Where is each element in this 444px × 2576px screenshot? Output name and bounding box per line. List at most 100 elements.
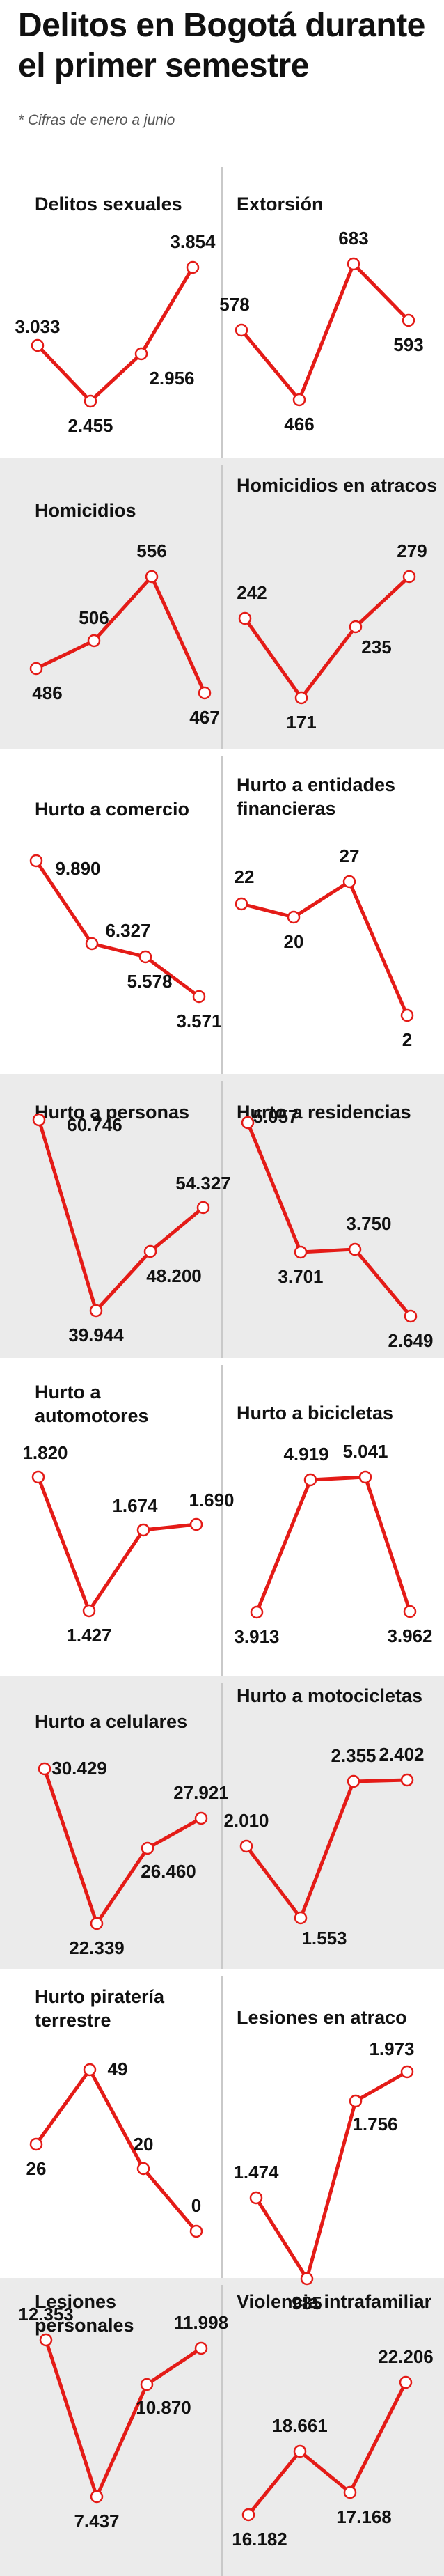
chart-title: Lesiones en atraco [237, 2007, 407, 2028]
data-point [192, 990, 206, 1004]
column-divider [221, 1683, 223, 1969]
data-label: 486 [32, 682, 62, 703]
data-label: 49 [108, 2059, 128, 2079]
data-point [140, 2378, 154, 2391]
series-line [246, 1121, 413, 1318]
data-point [138, 950, 152, 964]
chart-title: Hurto piratería terrestre [35, 1986, 165, 2031]
data-label: 27.921 [173, 1782, 229, 1803]
data-label: 10.870 [136, 2397, 191, 2418]
data-label: 3.033 [15, 316, 60, 337]
data-point [402, 313, 415, 327]
series-line [34, 2068, 198, 2233]
data-label: 1.474 [233, 2162, 279, 2183]
series-line [254, 2070, 409, 2281]
series-line [37, 1118, 205, 1313]
data-label: 4.919 [283, 1444, 328, 1465]
data-point [241, 2508, 255, 2522]
series-line [35, 265, 195, 403]
data-label: 22 [235, 866, 255, 887]
data-label: 9.890 [55, 858, 100, 879]
chart-title: Lesiones personales [35, 2291, 134, 2336]
data-label: 3.750 [346, 1213, 391, 1234]
data-point [249, 2191, 263, 2205]
data-label: 279 [397, 540, 427, 561]
data-point [241, 1116, 255, 1130]
data-point [294, 691, 308, 705]
data-point [145, 570, 159, 584]
data-point [400, 1773, 414, 1787]
data-point [348, 1242, 362, 1256]
data-label: 3.962 [387, 1625, 432, 1646]
data-point [347, 257, 360, 271]
data-label: 2.010 [223, 1810, 269, 1831]
series-line [34, 859, 201, 999]
data-point [29, 2137, 43, 2151]
column-divider [221, 1081, 223, 1358]
data-label: 27 [340, 845, 360, 866]
data-point [82, 1604, 96, 1618]
data-point [400, 2065, 414, 2079]
data-point [136, 1523, 150, 1537]
data-label: 593 [393, 334, 423, 355]
data-point [349, 620, 363, 634]
data-label: 60.746 [67, 1114, 122, 1135]
data-point [143, 1244, 157, 1258]
data-label: 11.998 [174, 2312, 228, 2333]
data-label: 1.820 [22, 1442, 68, 1463]
data-point [294, 1911, 308, 1925]
data-label: 3.854 [170, 231, 216, 252]
data-label: 466 [284, 414, 314, 435]
data-label: 985 [292, 2293, 322, 2313]
series-line [34, 575, 207, 695]
data-point [239, 1839, 253, 1853]
data-label: 2.355 [331, 1745, 376, 1766]
data-point [293, 2444, 307, 2458]
data-point [90, 2490, 104, 2504]
header: Delitos en Bogotá durante el primer seme… [0, 0, 444, 160]
data-label: 2.956 [149, 368, 194, 389]
chart-title: Hurto a celulares [35, 1711, 188, 1732]
page-title: Delitos en Bogotá durante el primer seme… [18, 7, 425, 84]
data-point [287, 910, 301, 924]
data-point [404, 1309, 418, 1323]
data-point [38, 1762, 51, 1776]
data-point [235, 323, 248, 337]
data-label: 26 [26, 2158, 47, 2179]
chart-title: Extorsión [237, 194, 324, 214]
chart-title: Hurto a comercio [35, 799, 190, 820]
data-point [194, 2341, 208, 2355]
chart-title: Hurto a motocicletas [237, 1685, 423, 1706]
series-line [239, 262, 411, 402]
data-point [134, 347, 148, 361]
data-point [90, 1917, 104, 1930]
data-point [39, 2333, 53, 2347]
data-point [300, 2272, 314, 2286]
data-label: 3.913 [234, 1626, 279, 1647]
data-point [403, 1605, 417, 1618]
data-label: 683 [338, 228, 368, 249]
data-label: 22.206 [378, 2346, 434, 2367]
data-label: 5.057 [253, 1106, 298, 1127]
data-point [89, 1304, 103, 1318]
data-label: 1.973 [369, 2038, 414, 2059]
data-label: 467 [189, 707, 219, 728]
data-label: 5.578 [127, 971, 172, 992]
data-point [399, 2375, 413, 2389]
series-line [42, 1767, 203, 1926]
data-point [84, 394, 97, 408]
data-label: 17.168 [336, 2506, 392, 2527]
data-point [400, 1008, 414, 1022]
series-line [239, 880, 409, 1017]
data-label: 1.553 [301, 1928, 347, 1949]
series-line [244, 1778, 409, 1920]
